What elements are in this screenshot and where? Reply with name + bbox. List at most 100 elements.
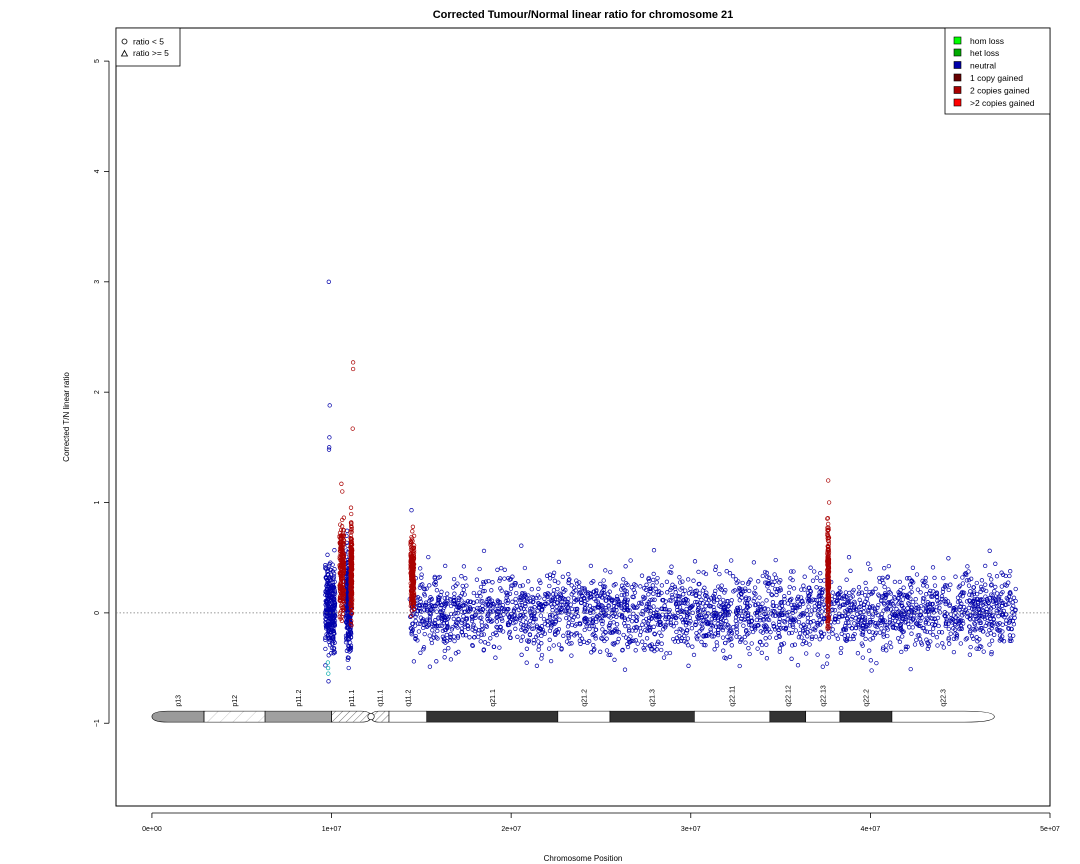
neutral-data-point bbox=[591, 648, 596, 653]
neutral-data-point bbox=[622, 599, 627, 604]
neutral-data-point bbox=[814, 597, 819, 603]
neutral-data-point bbox=[703, 643, 708, 648]
neutral-data-point bbox=[809, 636, 815, 642]
neutral-data-point bbox=[675, 607, 680, 613]
neutral-data-point bbox=[860, 630, 866, 635]
neutral-data-point bbox=[667, 650, 673, 656]
neutral-data-point bbox=[794, 605, 800, 611]
neutral-data-point bbox=[844, 577, 849, 582]
gained-data-point bbox=[410, 554, 416, 560]
neutral-data-point bbox=[419, 609, 424, 614]
neutral-data-point bbox=[704, 590, 709, 595]
neutral-data-point bbox=[651, 604, 656, 609]
neutral-data-point bbox=[527, 632, 533, 638]
neutral-data-point bbox=[712, 647, 717, 652]
neutral-data-point bbox=[892, 579, 898, 585]
neutral-data-point bbox=[886, 587, 891, 592]
neutral-data-point bbox=[953, 619, 959, 624]
neutral-data-point bbox=[915, 587, 921, 592]
neutral-data-point bbox=[324, 632, 329, 637]
neutral-data-point bbox=[668, 587, 673, 593]
neutral-data-point bbox=[921, 583, 926, 588]
neutral-data-point bbox=[479, 615, 484, 620]
neutral-data-point bbox=[752, 585, 758, 590]
neutral-data-point bbox=[459, 626, 465, 631]
neutral-data-point bbox=[803, 624, 808, 629]
neutral-data-point bbox=[903, 644, 909, 649]
neutral-data-point bbox=[731, 625, 736, 630]
neutral-data-point bbox=[843, 590, 849, 595]
neutral-data-point bbox=[870, 590, 875, 595]
neutral-data-point bbox=[640, 639, 645, 644]
neutral-data-point bbox=[631, 587, 636, 593]
neutral-data-point bbox=[964, 599, 970, 604]
neutral-data-point bbox=[591, 643, 596, 648]
neutral-data-point bbox=[696, 610, 701, 615]
neutral-data-point bbox=[658, 620, 663, 625]
neutral-data-point bbox=[623, 635, 629, 640]
ideogram-band-label: q22.13 bbox=[820, 685, 827, 707]
neutral-data-point bbox=[845, 607, 850, 612]
neutral-data-point bbox=[536, 644, 542, 649]
neutral-data-point bbox=[720, 597, 726, 603]
gained-data-point bbox=[409, 545, 414, 550]
neutral-data-point bbox=[499, 565, 504, 571]
neutral-data-point bbox=[557, 617, 562, 622]
neutral-data-point bbox=[764, 624, 769, 629]
neutral-data-point bbox=[901, 585, 906, 590]
neutral-data-point bbox=[542, 596, 547, 601]
neutral-data-point bbox=[696, 633, 701, 638]
neutral-data-point bbox=[737, 587, 743, 592]
ideogram-band bbox=[891, 710, 995, 723]
neutral-data-point bbox=[565, 630, 570, 635]
gained-data-point bbox=[826, 539, 831, 544]
neutral-data-point bbox=[743, 640, 748, 645]
neutral-data-point bbox=[459, 598, 464, 603]
neutral-data-point bbox=[818, 594, 823, 599]
neutral-data-point bbox=[517, 602, 523, 608]
gained-data-point bbox=[409, 559, 414, 564]
neutral-data-point bbox=[493, 630, 498, 635]
gained-data-point bbox=[338, 557, 343, 563]
chromosome-ideogram: p13 p12 p11.2 p11.1 q11.1 q11.2 q21.1 q21.2 q21.… bbox=[151, 685, 995, 723]
neutral-data-point bbox=[325, 552, 330, 557]
neutral-data-point bbox=[1009, 638, 1014, 643]
neutral-data-point bbox=[747, 588, 752, 594]
neutral-data-point bbox=[344, 648, 350, 653]
neutral-data-point bbox=[677, 594, 682, 599]
neutral-data-point bbox=[897, 613, 902, 618]
neutral-data-point bbox=[929, 602, 935, 607]
neutral-data-point bbox=[533, 616, 539, 622]
neutral-data-point bbox=[551, 588, 557, 593]
neutral-data-point bbox=[713, 567, 718, 572]
neutral-data-point bbox=[427, 633, 432, 638]
neutral-data-point bbox=[624, 589, 629, 594]
neutral-data-point bbox=[866, 561, 871, 566]
neutral-data-point bbox=[473, 612, 478, 617]
neutral-data-point bbox=[677, 634, 682, 639]
triangle-marker-icon bbox=[120, 49, 129, 57]
neutral-data-point bbox=[459, 620, 464, 625]
neutral-data-point bbox=[606, 623, 612, 629]
neutral-data-point bbox=[866, 611, 871, 616]
neutral-data-point bbox=[431, 635, 436, 640]
neutral-data-point bbox=[888, 591, 894, 596]
neutral-data-point bbox=[444, 600, 449, 606]
neutral-data-point bbox=[578, 590, 583, 596]
gained-data-point bbox=[408, 571, 414, 576]
gained-data-point bbox=[409, 613, 414, 618]
neutral-data-point bbox=[708, 629, 714, 635]
neutral-data-point bbox=[916, 623, 922, 628]
neutral-data-point bbox=[508, 635, 513, 640]
neutral-data-point bbox=[463, 576, 468, 581]
neutral-data-point bbox=[531, 599, 536, 604]
neutral-data-point bbox=[478, 639, 483, 644]
neutral-data-point bbox=[563, 588, 568, 593]
neutral-data-point bbox=[934, 635, 940, 640]
neutral-data-point bbox=[997, 633, 1003, 638]
neutral-data-point bbox=[346, 613, 352, 618]
neutral-data-point bbox=[965, 614, 970, 620]
ideogram-band bbox=[151, 710, 205, 723]
neutral-data-point bbox=[674, 620, 679, 626]
neutral-data-point bbox=[821, 602, 826, 607]
